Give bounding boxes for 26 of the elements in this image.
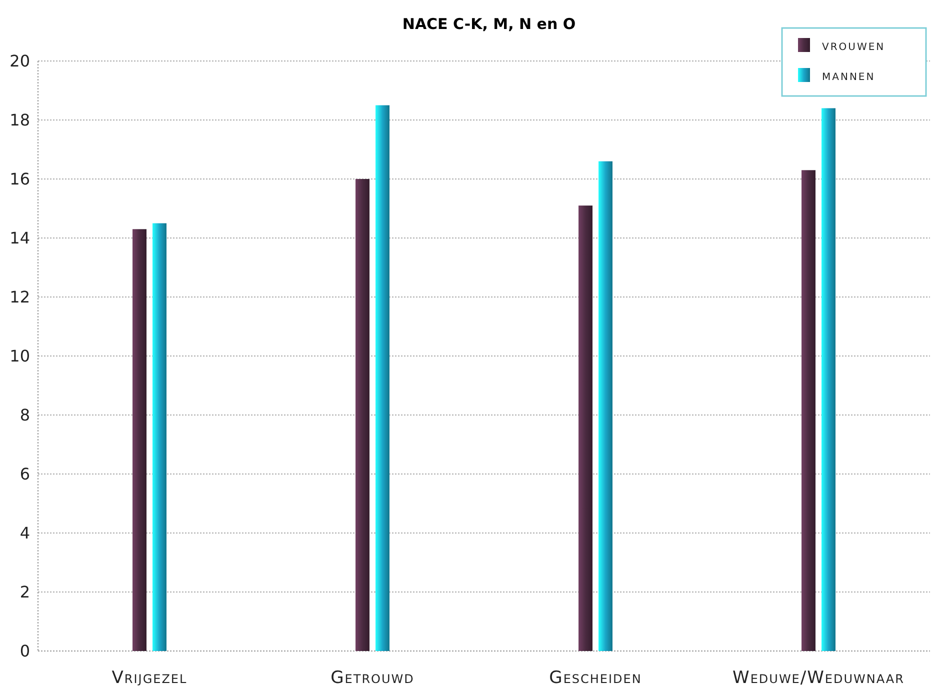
bar (822, 108, 836, 651)
legend-label: mannen (822, 68, 876, 84)
bar (152, 223, 166, 651)
bar (132, 229, 146, 651)
y-tick-label: 10 (10, 346, 30, 366)
y-tick-label: 20 (10, 52, 30, 71)
bar (376, 105, 390, 651)
x-tick-label: Vrijgezel (112, 668, 188, 688)
bar (598, 161, 612, 651)
x-tick-label: Getrouwd (330, 668, 414, 688)
chart-title: NACE C-K, M, N en O (402, 15, 576, 33)
y-tick-label: 4 (20, 524, 30, 543)
bar (802, 170, 816, 651)
x-tick-label: Weduwe/Weduwnaar (732, 668, 904, 688)
legend-label: vrouwen (822, 38, 886, 54)
y-tick-label: 14 (10, 228, 30, 248)
y-tick-label: 0 (20, 642, 30, 661)
bar (578, 206, 592, 651)
y-tick-label: 12 (10, 288, 30, 307)
x-tick-label: Gescheiden (549, 668, 642, 688)
y-tick-label: 16 (10, 170, 30, 189)
y-tick-label: 18 (10, 110, 30, 130)
y-tick-label: 6 (20, 464, 30, 484)
bar (356, 179, 370, 651)
y-tick-label: 2 (20, 582, 30, 602)
y-tick-label: 8 (20, 406, 30, 425)
